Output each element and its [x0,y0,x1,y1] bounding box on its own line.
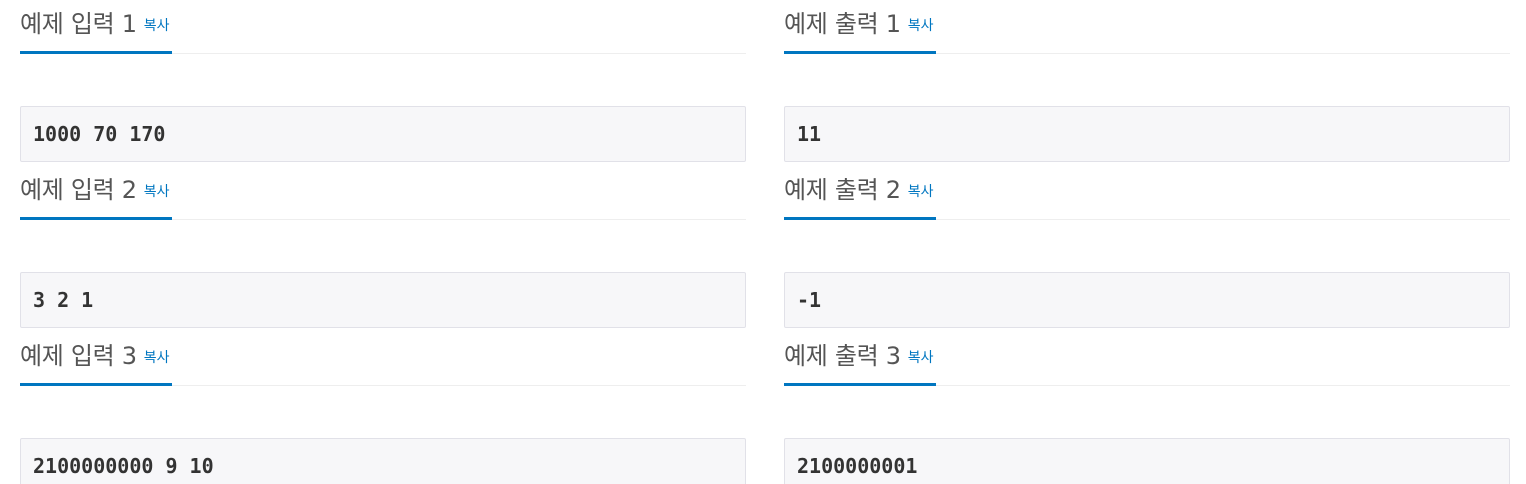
sample-output-title: 예제 출력 2 [784,176,901,204]
copy-button[interactable]: 복사 [143,18,170,34]
sample-outputs-column: 예제 출력 1 복사 11 예제 출력 2 복사 -1 예제 출력 3 복사 [784,0,1510,484]
section-header: 예제 입력 1 복사 [20,0,746,54]
sample-input-title: 예제 입력 3 [20,342,137,370]
sample-input-data[interactable]: 3 2 1 [20,272,746,328]
section-headline: 예제 입력 1 복사 [20,0,172,54]
copy-button[interactable]: 복사 [907,350,934,366]
section-header: 예제 출력 2 복사 [784,166,1510,220]
sample-input-section: 예제 입력 2 복사 3 2 1 [20,166,746,332]
sample-output-title: 예제 출력 1 [784,10,901,38]
section-header: 예제 입력 3 복사 [20,332,746,386]
sample-output-data[interactable]: 11 [784,106,1510,162]
section-header: 예제 입력 2 복사 [20,166,746,220]
sample-input-data[interactable]: 1000 70 170 [20,106,746,162]
sample-input-section: 예제 입력 3 복사 2100000000 9 10 [20,332,746,484]
sample-input-title: 예제 입력 2 [20,176,137,204]
section-headline: 예제 출력 3 복사 [784,332,936,386]
copy-button[interactable]: 복사 [907,184,934,200]
sample-output-data[interactable]: -1 [784,272,1510,328]
sample-inputs-column: 예제 입력 1 복사 1000 70 170 예제 입력 2 복사 3 2 1 … [20,0,746,484]
copy-button[interactable]: 복사 [143,350,170,366]
section-headline: 예제 입력 3 복사 [20,332,172,386]
sample-input-title: 예제 입력 1 [20,10,137,38]
section-header: 예제 출력 3 복사 [784,332,1510,386]
sample-output-title: 예제 출력 3 [784,342,901,370]
section-headline: 예제 출력 2 복사 [784,166,936,220]
sample-input-section: 예제 입력 1 복사 1000 70 170 [20,0,746,166]
sample-input-data[interactable]: 2100000000 9 10 [20,438,746,484]
sample-output-section: 예제 출력 2 복사 -1 [784,166,1510,332]
sample-output-section: 예제 출력 3 복사 2100000001 [784,332,1510,484]
section-headline: 예제 입력 2 복사 [20,166,172,220]
copy-button[interactable]: 복사 [143,184,170,200]
sample-output-section: 예제 출력 1 복사 11 [784,0,1510,166]
section-headline: 예제 출력 1 복사 [784,0,936,54]
copy-button[interactable]: 복사 [907,18,934,34]
sample-output-data[interactable]: 2100000001 [784,438,1510,484]
section-header: 예제 출력 1 복사 [784,0,1510,54]
